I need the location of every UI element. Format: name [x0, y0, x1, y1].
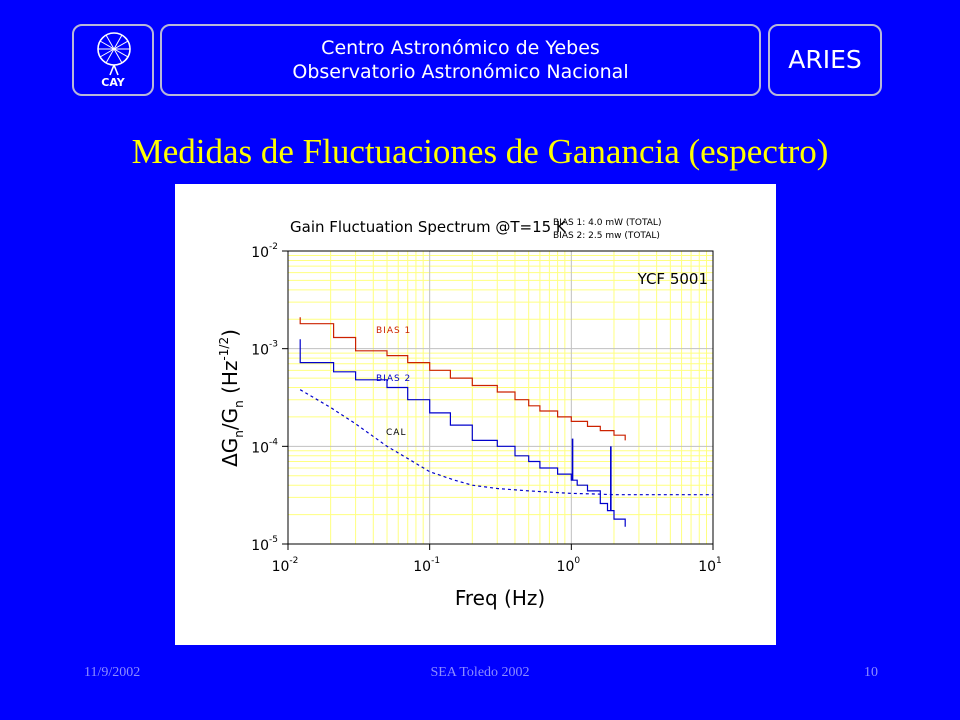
slide-title: Medidas de Fluctuaciones de Ganancia (es…: [131, 132, 829, 171]
y-tick-label: 10-5: [251, 535, 278, 554]
y-label-close: ): [218, 329, 242, 337]
svg-text:ΔGn/Gn (Hz-1/2): ΔGn/Gn (Hz-1/2): [217, 329, 246, 467]
x-axis-label: Freq (Hz): [455, 586, 545, 610]
y-label-delta: Δ: [218, 453, 242, 467]
device-label: YCF 5001: [637, 270, 708, 288]
y-label-sub-1: n: [232, 430, 246, 438]
plot-frame: [287, 250, 714, 545]
y-label-g: G: [218, 438, 242, 454]
grid-layer: [287, 250, 714, 545]
chart-panel: 10-2 10-1 100 101 10-2 10-3 10-4 10-5 Gain Fluc…: [175, 184, 776, 645]
gain-fluctuation-chart: 10-2 10-1 100 101 10-2 10-3 10-4 10-5 Gain Fluc…: [217, 218, 722, 610]
footer-event: SEA Toledo 2002: [430, 665, 530, 680]
y-label-exponent: -1/2: [217, 337, 231, 361]
institution-box: Centro Astronómico de Yebes Observatorio…: [160, 24, 761, 96]
footer-date: 11/9/2002: [84, 665, 141, 680]
x-tick-label: 10-2: [272, 556, 299, 575]
series-line-cal: [299, 389, 713, 496]
y-tick-label: 10-4: [251, 437, 278, 456]
chart-title: Gain Fluctuation Spectrum @T=15 K: [290, 218, 567, 236]
series-line-bias-1: [299, 317, 626, 441]
institution-line-2: Observatorio Astronómico Nacional: [292, 61, 629, 83]
tick-layer: 10-2 10-1 100 101 10-2 10-3 10-4 10-5: [251, 242, 722, 575]
y-tick-label: 10-3: [251, 340, 278, 359]
x-tick-label: 100: [557, 556, 581, 575]
series-label-cal: CAL: [386, 428, 406, 438]
series-line-bias-2: [299, 339, 626, 527]
bias-note-1: BIAS 1: 4.0 mW (TOTAL): [553, 218, 661, 228]
y-label-slash: /G: [218, 408, 242, 430]
x-tick-label: 10-1: [413, 556, 440, 575]
institution-line-1: Centro Astronómico de Yebes: [321, 37, 600, 59]
y-tick-label: 10-2: [251, 242, 278, 261]
logo-box: CAY: [72, 24, 154, 96]
project-box: ARIES: [768, 24, 882, 96]
footer-page-number: 10: [864, 665, 878, 680]
y-label-unit: (Hz: [218, 361, 242, 401]
bias-note-2: BIAS 2: 2.5 mw (TOTAL): [553, 231, 660, 241]
project-label: ARIES: [788, 45, 862, 74]
radio-telescope-icon: [97, 32, 131, 76]
series-label-bias-2: BIAS 2: [376, 374, 411, 384]
y-label-sub-2: n: [232, 400, 246, 408]
x-tick-label: 101: [698, 556, 722, 575]
series-label-bias-1: BIAS 1: [376, 326, 411, 336]
logo-text: CAY: [101, 76, 125, 89]
y-axis-label: ΔGn/Gn (Hz-1/2): [217, 329, 246, 467]
series-layer: [299, 317, 713, 527]
